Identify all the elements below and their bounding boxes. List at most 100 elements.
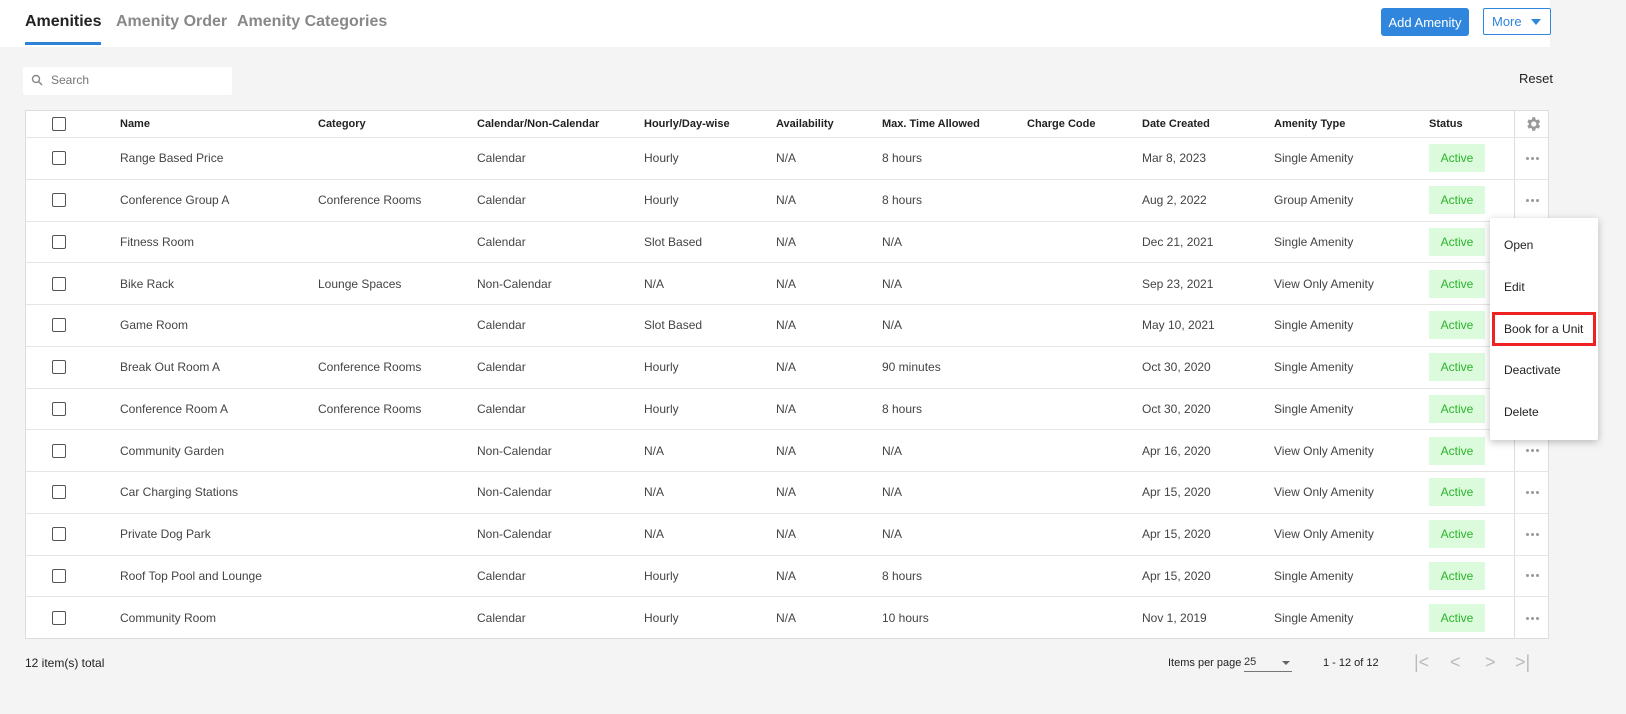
cell-hourly: N/A: [644, 485, 665, 500]
table-row[interactable]: Conference Group A Conference Rooms Calend…: [26, 179, 1550, 222]
row-checkbox[interactable]: [52, 611, 66, 626]
row-checkbox[interactable]: [52, 401, 66, 416]
header-amenity-type[interactable]: Amenity Type: [1274, 118, 1346, 130]
cell-name: Bike Rack: [120, 276, 175, 291]
status-badge: Active: [1429, 311, 1485, 340]
row-checkbox[interactable]: [52, 151, 66, 166]
table-row[interactable]: Range Based Price Calendar Hourly N/A 8 hour…: [26, 138, 1548, 180]
table-row[interactable]: Game Room Calendar Slot Based N/A N/A May 10,…: [26, 305, 1548, 347]
cell-status: Active: [1429, 478, 1514, 507]
more-horizontal-icon-dot: [1531, 490, 1534, 494]
more-horizontal-icon[interactable]: [1514, 179, 1550, 221]
gear-icon[interactable]: [1524, 115, 1542, 133]
table-row[interactable]: Community Garden Non-Calendar N/A N/A N/A Apr…: [26, 430, 1548, 472]
cell-availability: N/A: [776, 611, 797, 626]
row-checkbox[interactable]: [52, 443, 66, 458]
more-horizontal-icon[interactable]: [1514, 430, 1550, 471]
more-horizontal-icon[interactable]: [1514, 597, 1550, 639]
header-charge-code[interactable]: Charge Code: [1027, 118, 1096, 130]
more-horizontal-icon[interactable]: [1514, 472, 1550, 513]
row-context-menu: Open Edit Book for a Unit Deactivate Delete: [1490, 218, 1598, 440]
table-row[interactable]: Conference Room A Conference Rooms Calenda…: [26, 388, 1548, 431]
row-checkbox[interactable]: [52, 485, 66, 500]
cell-calendar: Calendar: [477, 401, 526, 416]
row-checkbox[interactable]: [52, 276, 66, 291]
cell-availability: N/A: [776, 276, 797, 291]
header-hourly[interactable]: Hourly/Day-wise: [644, 118, 730, 130]
header-category[interactable]: Category: [318, 118, 366, 130]
more-button[interactable]: More: [1483, 8, 1551, 35]
last-page-icon[interactable]: >|: [1515, 652, 1531, 672]
table-row[interactable]: Community Room Calendar Hourly N/A 10 hours N…: [26, 597, 1548, 639]
menu-item-deactivate[interactable]: Deactivate: [1504, 363, 1561, 378]
header-status[interactable]: Status: [1429, 118, 1463, 130]
cell-max-time: N/A: [882, 276, 903, 291]
header-calendar[interactable]: Calendar/Non-Calendar: [477, 118, 600, 130]
row-checkbox[interactable]: [52, 568, 66, 583]
header-name[interactable]: Name: [120, 118, 150, 130]
items-per-page-select[interactable]: 25: [1244, 652, 1292, 672]
more-horizontal-icon[interactable]: [1514, 138, 1550, 179]
search-input[interactable]: [51, 73, 221, 87]
cell-amenity-type: Single Amenity: [1274, 318, 1354, 333]
cell-availability: N/A: [776, 485, 797, 500]
table-row[interactable]: Break Out Room A Conference Rooms Calendar…: [26, 346, 1548, 389]
row-checkbox[interactable]: [52, 234, 66, 249]
add-amenity-button[interactable]: Add Amenity: [1381, 8, 1469, 36]
cell-calendar: Calendar: [477, 234, 526, 249]
header-availability[interactable]: Availability: [776, 118, 834, 130]
page-range: 1 - 12 of 12: [1323, 657, 1379, 669]
total-count: 12 item(s) total: [25, 656, 105, 670]
more-horizontal-icon-dot: [1536, 156, 1539, 160]
header-date-created[interactable]: Date Created: [1142, 118, 1210, 130]
select-cell: [26, 360, 120, 375]
cell-status: Active: [1429, 353, 1514, 382]
menu-item-delete[interactable]: Delete: [1504, 405, 1539, 420]
table-row[interactable]: Private Dog Park Non-Calendar N/A N/A N/A Apr…: [26, 513, 1550, 556]
cell-max-time: 8 hours: [882, 568, 923, 583]
cell-calendar: Non-Calendar: [477, 527, 552, 542]
reset-link[interactable]: Reset: [1519, 71, 1553, 86]
cell-status: Active: [1429, 436, 1514, 465]
row-checkbox[interactable]: [52, 360, 66, 375]
header-max-time[interactable]: Max. Time Allowed: [882, 118, 980, 130]
row-checkbox[interactable]: [52, 193, 66, 208]
items-per-page-label: Items per page: [1168, 657, 1242, 669]
menu-item-open[interactable]: Open: [1504, 238, 1534, 252]
more-horizontal-icon-dot: [1531, 198, 1534, 202]
search-box[interactable]: [23, 67, 232, 95]
status-badge: Active: [1429, 144, 1485, 173]
next-page-icon[interactable]: >: [1485, 652, 1496, 672]
row-checkbox[interactable]: [52, 318, 66, 333]
status-badge: Active: [1429, 478, 1485, 507]
more-horizontal-icon[interactable]: [1514, 555, 1550, 597]
cell-name: Conference Room A: [120, 401, 229, 416]
cell-max-time: N/A: [882, 234, 903, 249]
cell-calendar: Calendar: [477, 568, 526, 583]
more-horizontal-icon-dot: [1531, 156, 1534, 160]
table-row[interactable]: Fitness Room Calendar Slot Based N/A N/A Dec …: [26, 221, 1548, 264]
tab-amenity-categories[interactable]: Amenity Categories: [237, 13, 388, 30]
tab-amenity-order[interactable]: Amenity Order: [116, 13, 228, 30]
table-row[interactable]: Roof Top Pool and Lounge Calendar Hourly N/…: [26, 555, 1550, 598]
more-horizontal-icon-dot: [1526, 574, 1529, 578]
menu-item-edit[interactable]: Edit: [1504, 279, 1525, 294]
cell-availability: N/A: [776, 193, 797, 208]
prev-page-icon[interactable]: <: [1450, 652, 1461, 672]
row-checkbox[interactable]: [52, 527, 66, 542]
more-horizontal-icon-dot: [1536, 198, 1539, 202]
first-page-icon[interactable]: |<: [1414, 652, 1430, 672]
top-bar: Amenities Amenity Order Amenity Categori…: [0, 0, 1551, 47]
cell-name: Fitness Room: [120, 234, 195, 249]
select-all-checkbox[interactable]: [52, 117, 66, 131]
status-badge: Active: [1429, 227, 1485, 256]
menu-item-book-for-a-unit[interactable]: Book for a Unit: [1492, 311, 1596, 346]
table-row[interactable]: Car Charging Stations Non-Calendar N/A N/A N…: [26, 472, 1548, 514]
table-row[interactable]: Bike Rack Lounge Spaces Non-Calendar N/A N/A…: [26, 263, 1548, 305]
cell-availability: N/A: [776, 401, 797, 416]
cell-status: Active: [1429, 227, 1514, 256]
cell-name: Game Room: [120, 318, 189, 333]
tab-amenities[interactable]: Amenities: [25, 13, 102, 45]
more-horizontal-icon[interactable]: [1514, 513, 1550, 555]
cell-calendar: Calendar: [477, 151, 526, 166]
